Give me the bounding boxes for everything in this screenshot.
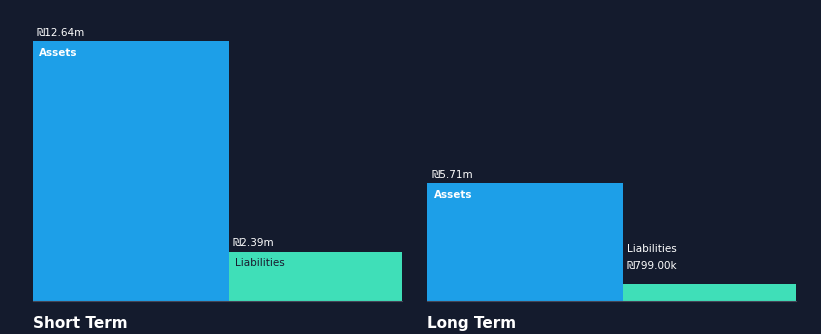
FancyBboxPatch shape [623,284,796,301]
Text: Short Term: Short Term [33,316,127,331]
Text: ₪2.39m: ₪2.39m [233,238,274,248]
Text: Liabilities: Liabilities [236,258,285,268]
Text: Assets: Assets [433,190,472,200]
Text: Long Term: Long Term [427,316,516,331]
FancyBboxPatch shape [33,41,228,301]
FancyBboxPatch shape [228,252,402,301]
Text: ₪5.71m: ₪5.71m [431,170,473,180]
Text: ₪12.64m: ₪12.64m [37,28,85,38]
Text: Liabilities: Liabilities [627,244,677,254]
FancyBboxPatch shape [427,183,623,301]
Text: Assets: Assets [39,48,78,58]
Text: ₪799.00k: ₪799.00k [627,261,677,271]
